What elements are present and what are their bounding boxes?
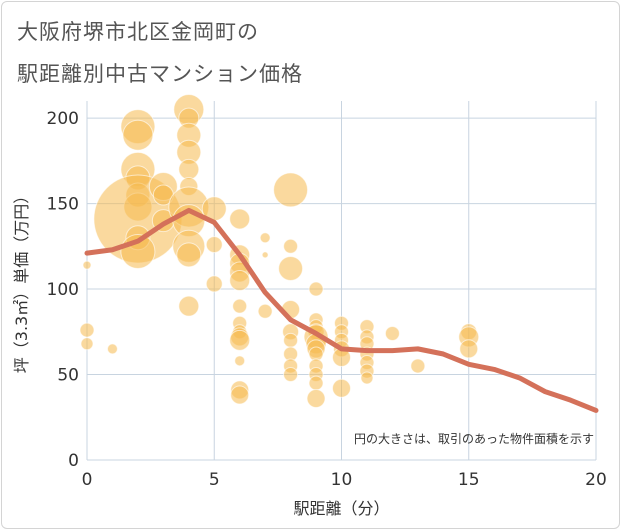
data-point-bubble-84 bbox=[459, 339, 479, 359]
data-point-bubble-81 bbox=[410, 358, 426, 374]
y-tick-label-1: 50 bbox=[57, 366, 79, 386]
data-point-bubble-0 bbox=[82, 260, 92, 270]
data-point-bubble-80 bbox=[384, 325, 400, 341]
data-point-bubble-54 bbox=[283, 367, 299, 383]
data-point-bubble-66 bbox=[306, 388, 326, 408]
data-point-bubble-34 bbox=[229, 270, 251, 291]
x-tick-label-3: 15 bbox=[458, 470, 480, 490]
data-point-bubble-55 bbox=[308, 281, 324, 297]
data-point-bubble-26 bbox=[178, 295, 200, 317]
data-point-bubble-1 bbox=[79, 322, 95, 338]
data-point-bubble-45 bbox=[257, 303, 273, 319]
bubble-size-note: 円の大きさは、取引のあった物件面積を示す bbox=[354, 431, 594, 446]
x-tick-label-4: 20 bbox=[585, 470, 607, 490]
y-tick-label-2: 100 bbox=[47, 280, 79, 300]
x-tick-label-2: 10 bbox=[331, 470, 353, 490]
data-point-bubble-39 bbox=[229, 329, 251, 351]
data-point-bubble-29 bbox=[205, 275, 223, 293]
data-point-bubble-48 bbox=[278, 256, 304, 282]
y-tick-label-3: 150 bbox=[47, 195, 79, 215]
data-point-bubble-40 bbox=[234, 355, 246, 367]
data-point-bubble-42 bbox=[230, 385, 250, 405]
y-tick-label-0: 0 bbox=[68, 451, 79, 471]
data-point-bubble-47 bbox=[283, 238, 299, 254]
data-point-bubble-44 bbox=[261, 251, 269, 259]
x-tick-label-0: 0 bbox=[82, 470, 93, 490]
data-point-bubble-79 bbox=[360, 371, 374, 385]
data-point-bubble-25 bbox=[176, 242, 202, 268]
data-point-bubble-46 bbox=[273, 172, 309, 208]
y-axis-title: 坪（3.3㎡）単価（万円） bbox=[12, 188, 31, 373]
data-point-bubble-43 bbox=[259, 232, 271, 244]
x-tick-label-1: 5 bbox=[209, 470, 220, 490]
data-point-bubble-65 bbox=[308, 375, 324, 391]
chart-title-line-2: 駅距離別中古マンション価格 bbox=[17, 62, 303, 86]
series-line-average bbox=[84, 207, 599, 413]
data-point-bubble-72 bbox=[332, 378, 351, 398]
chart-title-line-1: 大阪府堺市北区金岡町の bbox=[17, 20, 259, 44]
data-point-bubble-30 bbox=[229, 208, 251, 230]
y-tick-label-4: 200 bbox=[47, 109, 79, 129]
data-point-bubble-28 bbox=[205, 236, 223, 254]
data-point-bubble-2 bbox=[80, 337, 94, 351]
data-point-bubble-20 bbox=[178, 158, 200, 180]
data-point-bubble-3 bbox=[106, 343, 118, 355]
x-axis-title: 駅距離（分） bbox=[293, 499, 389, 518]
data-point-bubble-35 bbox=[232, 298, 248, 314]
data-point-bubble-5 bbox=[122, 119, 154, 151]
data-point-bubble-51 bbox=[283, 332, 299, 348]
